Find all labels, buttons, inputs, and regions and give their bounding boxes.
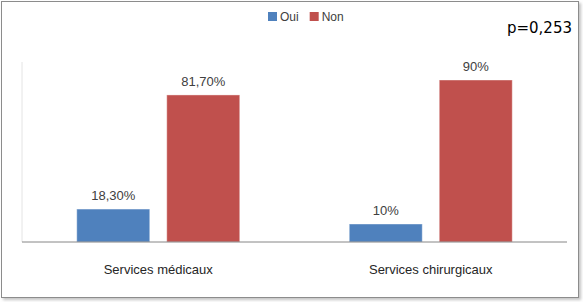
bar [167, 95, 240, 242]
annotation: p=0,253 [507, 19, 572, 37]
legend-label: Oui [280, 10, 299, 24]
bar [77, 209, 150, 242]
bar [349, 224, 422, 242]
data-label: 18,30% [91, 188, 136, 203]
bar [439, 80, 512, 242]
legend-swatch [268, 12, 277, 21]
data-labels: 18,30% 81,70% 10% 90% [91, 59, 489, 218]
y-axis-line [22, 62, 23, 242]
chart-container: 18,30% 81,70% 10% 90% Services médicaux Servi… [0, 0, 583, 302]
legend: Oui Non [268, 10, 344, 24]
x-axis-line [22, 242, 567, 243]
data-label: 81,70% [181, 74, 226, 89]
chart-frame [2, 2, 579, 298]
legend-label: Non [322, 10, 344, 24]
legend-swatch [310, 12, 319, 21]
data-label: 90% [463, 59, 489, 74]
chart-svg: 18,30% 81,70% 10% 90% Services médicaux Servi… [0, 0, 583, 302]
category-label: Services chirurgicaux [369, 262, 493, 277]
bars [77, 80, 513, 242]
data-label: 10% [373, 203, 399, 218]
category-label: Services médicaux [104, 262, 214, 277]
